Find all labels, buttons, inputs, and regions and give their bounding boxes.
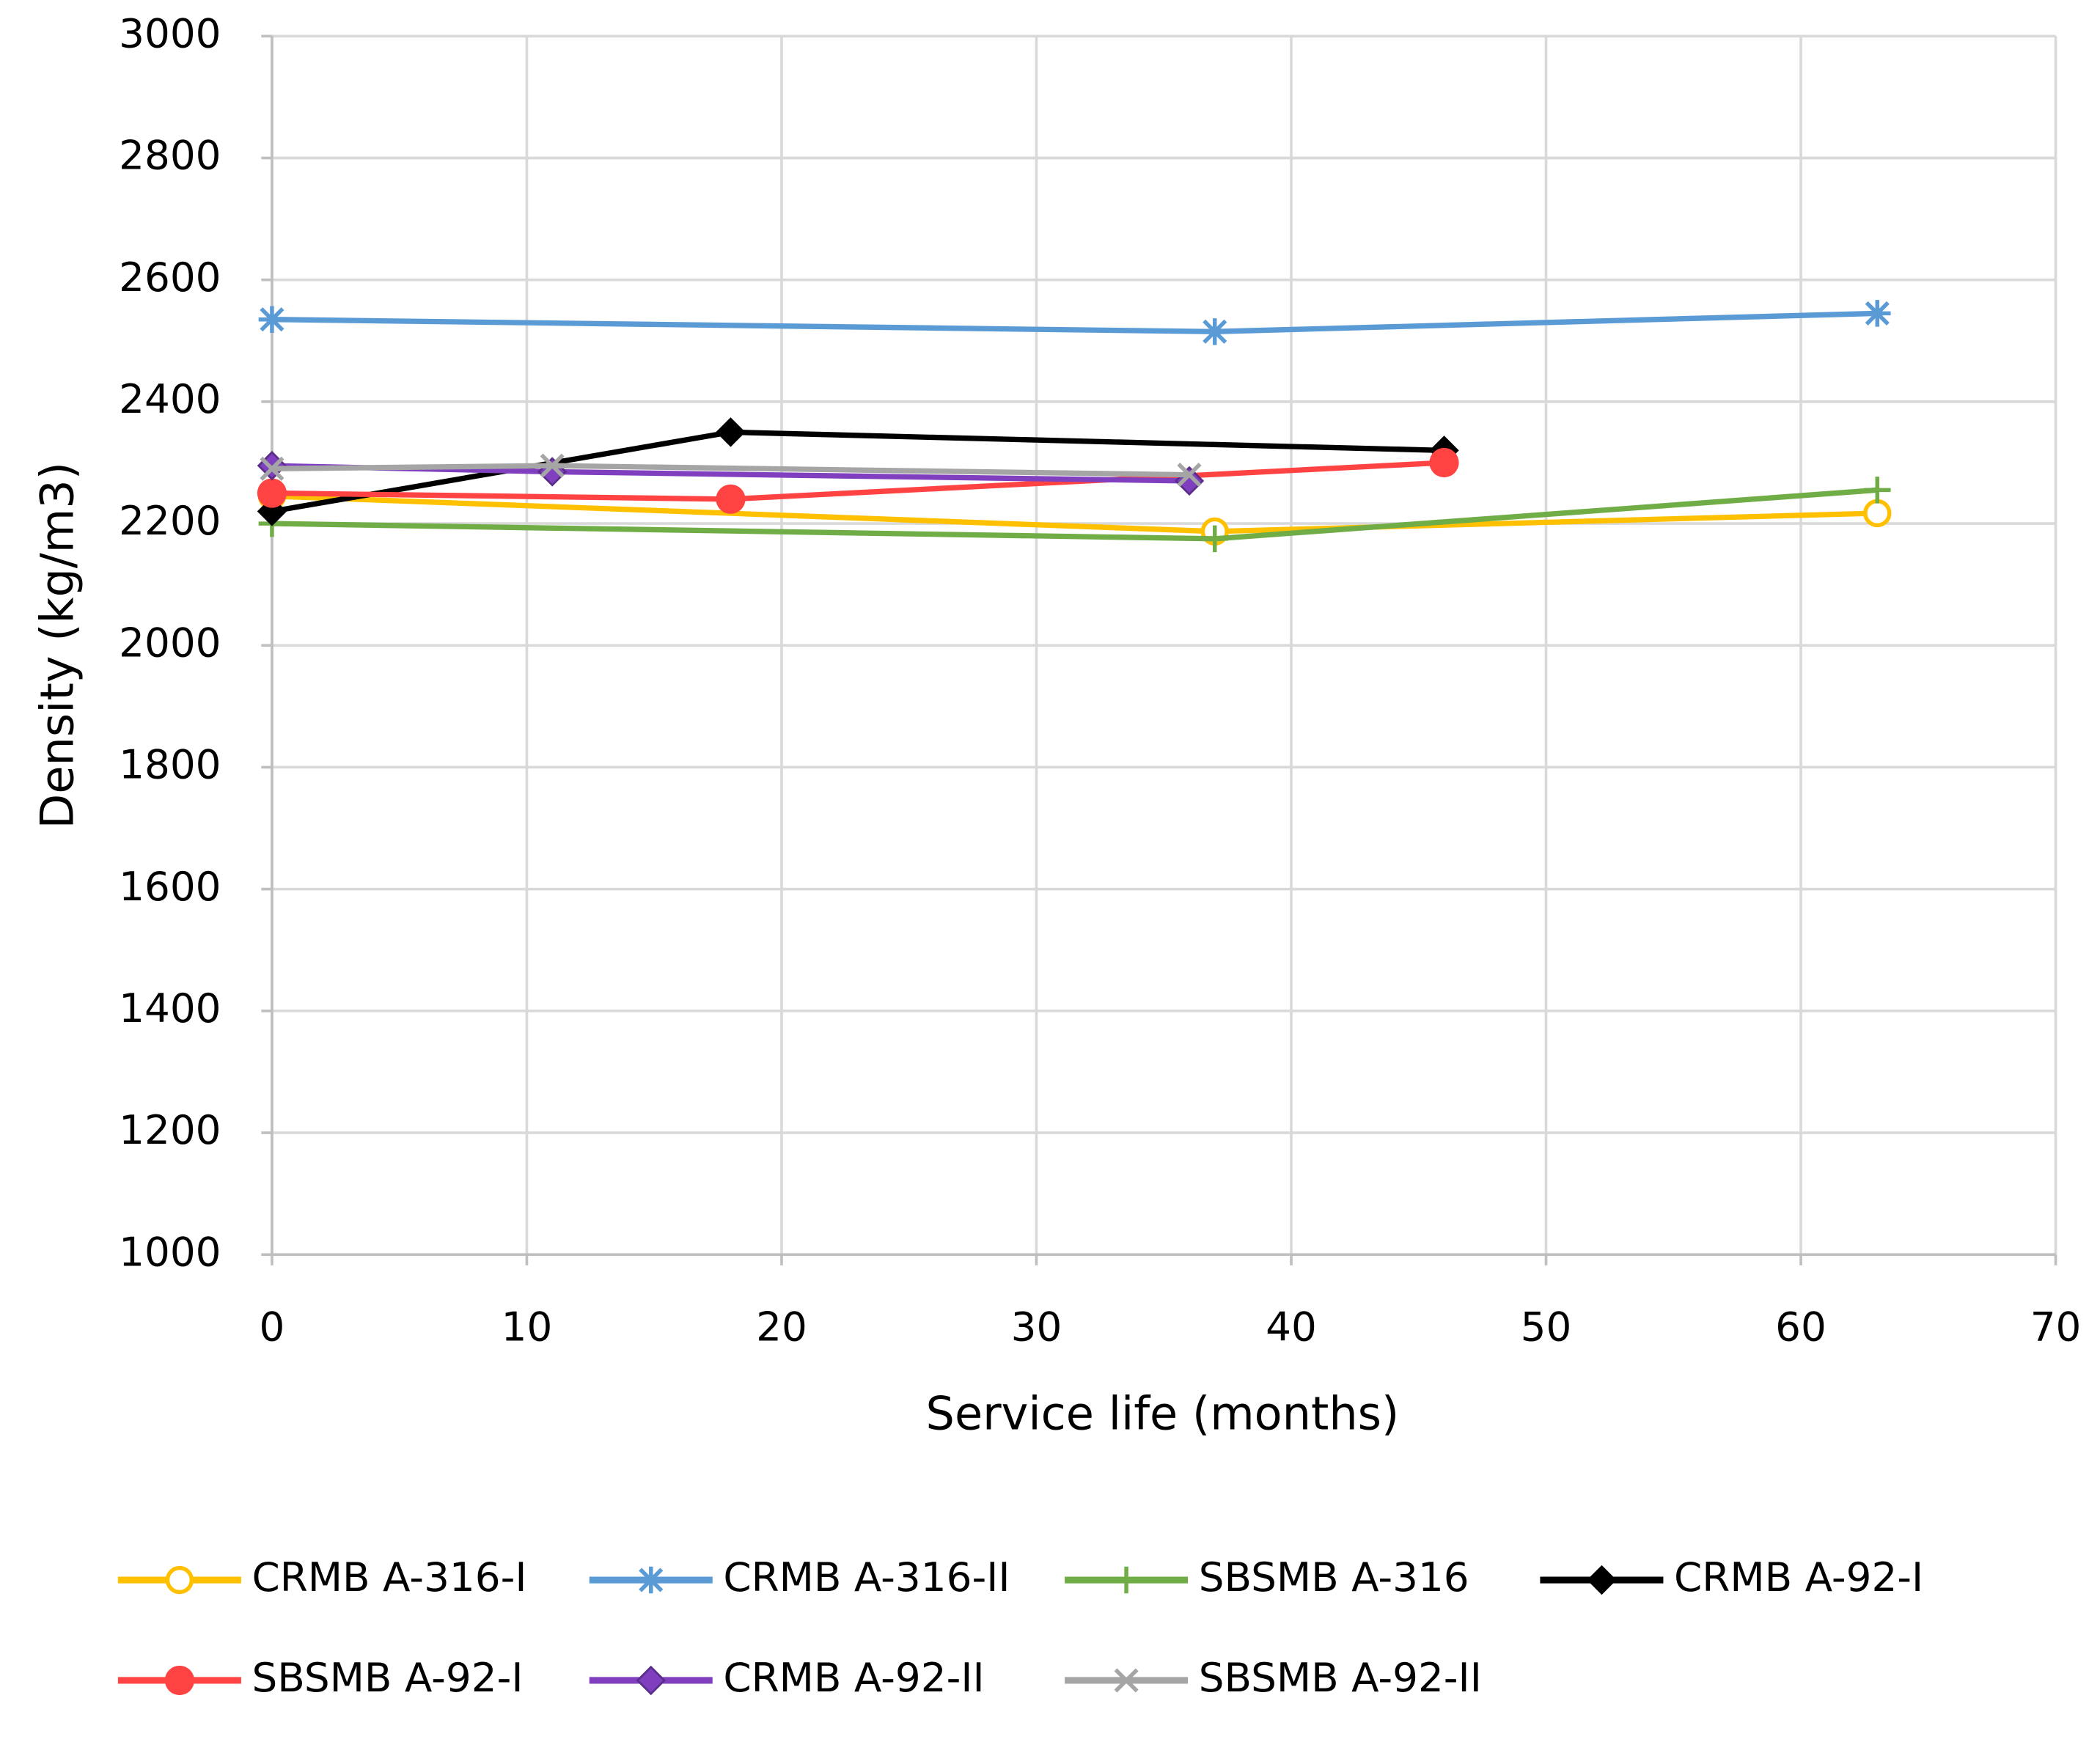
y-tick-label: 1800: [119, 741, 221, 788]
line: [271, 310, 1878, 334]
marker: [716, 484, 746, 514]
legend-marker: [164, 1665, 195, 1696]
x-tick-label: 50: [1521, 1304, 1572, 1350]
legend-label: CRMB A-316-II: [723, 1554, 1010, 1600]
y-tick-label: 1000: [119, 1228, 221, 1275]
marker: [1201, 318, 1229, 345]
marker: [1429, 447, 1459, 478]
marker: [257, 478, 287, 508]
marker: [1863, 499, 1892, 528]
y-tick-label: 2200: [119, 497, 221, 544]
x-tick-label: 10: [502, 1304, 553, 1350]
y-tick-label: 1200: [119, 1106, 221, 1153]
marker: [1864, 477, 1891, 504]
x-tick-label: 60: [1775, 1304, 1827, 1350]
x-axis-label: Service life (months): [926, 1386, 1400, 1440]
marker: [1177, 463, 1202, 488]
y-tick-label: 1400: [119, 985, 221, 1032]
legend-label: CRMB A-92-II: [723, 1654, 984, 1701]
legend-label: SBSMB A-316: [1199, 1554, 1469, 1600]
marker: [1174, 466, 1205, 496]
marker: [258, 306, 286, 333]
marker: [540, 453, 565, 478]
y-tick-label: 2000: [119, 619, 221, 666]
x-tick-label: 20: [756, 1304, 807, 1350]
x-tick-label: 40: [1266, 1304, 1317, 1350]
legend-label: CRMB A-316-I: [252, 1554, 527, 1600]
legend-label: CRMB A-92-I: [1674, 1554, 1923, 1600]
y-axis-label: Density (kg/m3): [30, 462, 84, 828]
legend-label: SBSMB A-92-I: [252, 1654, 524, 1701]
marker: [1201, 525, 1229, 553]
y-tick-label: 3000: [119, 10, 221, 56]
marker: [716, 417, 746, 447]
x-tick-label: 0: [260, 1304, 285, 1350]
marker: [1864, 300, 1891, 327]
x-tick-label: 30: [1011, 1304, 1062, 1350]
y-tick-label: 2600: [119, 254, 221, 301]
y-tick-label: 2800: [119, 132, 221, 179]
legend-marker: [1112, 1566, 1140, 1594]
legend-marker: [165, 1565, 194, 1595]
legend-marker: [1587, 1565, 1617, 1595]
y-tick-label: 2400: [119, 375, 221, 422]
marker: [260, 456, 284, 481]
legend-marker: [637, 1566, 665, 1594]
marker: [257, 450, 287, 481]
legend-label: SBSMB A-92-II: [1199, 1654, 1482, 1701]
x-tick-label: 70: [2030, 1304, 2082, 1350]
y-tick-label: 1600: [119, 863, 221, 910]
legend-marker: [1114, 1668, 1139, 1693]
legend-marker: [636, 1665, 666, 1696]
